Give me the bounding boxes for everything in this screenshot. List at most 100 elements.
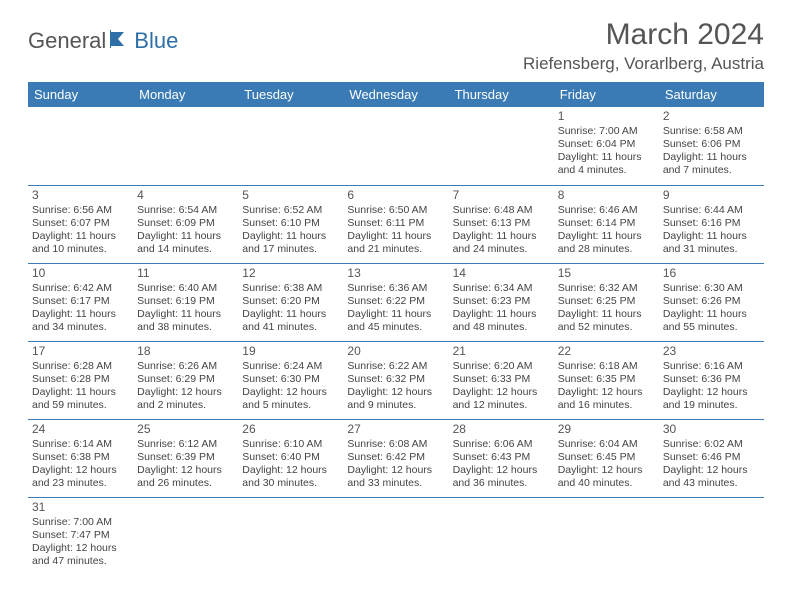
daylight-text: and 9 minutes. [347,399,444,412]
calendar-day-cell: 18Sunrise: 6:26 AMSunset: 6:29 PMDayligh… [133,341,238,419]
calendar-day-cell: 5Sunrise: 6:52 AMSunset: 6:10 PMDaylight… [238,185,343,263]
daylight-text: Daylight: 12 hours [242,386,339,399]
sunrise-text: Sunrise: 6:02 AM [663,438,760,451]
sunset-text: Sunset: 6:45 PM [558,451,655,464]
day-header: Wednesday [343,82,448,107]
daylight-text: and 21 minutes. [347,243,444,256]
sunset-text: Sunset: 6:06 PM [663,138,760,151]
calendar-day-cell [238,497,343,575]
calendar-day-cell: 16Sunrise: 6:30 AMSunset: 6:26 PMDayligh… [659,263,764,341]
daylight-text: Daylight: 12 hours [558,464,655,477]
month-title: March 2024 [523,18,764,52]
day-number: 8 [558,188,655,203]
day-header: Monday [133,82,238,107]
daylight-text: and 5 minutes. [242,399,339,412]
day-number: 9 [663,188,760,203]
daylight-text: and 10 minutes. [32,243,129,256]
daylight-text: and 33 minutes. [347,477,444,490]
sunset-text: Sunset: 6:32 PM [347,373,444,386]
sunset-text: Sunset: 6:04 PM [558,138,655,151]
daylight-text: Daylight: 11 hours [347,230,444,243]
sunrise-text: Sunrise: 6:30 AM [663,282,760,295]
sunset-text: Sunset: 6:20 PM [242,295,339,308]
daylight-text: and 47 minutes. [32,555,129,568]
sunrise-text: Sunrise: 7:00 AM [32,516,129,529]
day-number: 27 [347,422,444,437]
sunrise-text: Sunrise: 6:54 AM [137,204,234,217]
day-number: 29 [558,422,655,437]
calendar-day-cell: 14Sunrise: 6:34 AMSunset: 6:23 PMDayligh… [449,263,554,341]
sunset-text: Sunset: 6:30 PM [242,373,339,386]
calendar-day-cell [133,497,238,575]
day-number: 16 [663,266,760,281]
daylight-text: and 7 minutes. [663,164,760,177]
sunrise-text: Sunrise: 6:46 AM [558,204,655,217]
calendar-day-cell [238,107,343,185]
sunset-text: Sunset: 6:36 PM [663,373,760,386]
daylight-text: Daylight: 11 hours [663,151,760,164]
daylight-text: and 52 minutes. [558,321,655,334]
day-number: 28 [453,422,550,437]
page-header: General Blue March 2024 Riefensberg, Vor… [28,18,764,74]
calendar-day-cell [659,497,764,575]
daylight-text: and 24 minutes. [453,243,550,256]
sunset-text: Sunset: 6:46 PM [663,451,760,464]
sunrise-text: Sunrise: 6:18 AM [558,360,655,373]
daylight-text: and 28 minutes. [558,243,655,256]
sunrise-text: Sunrise: 6:42 AM [32,282,129,295]
location-subtitle: Riefensberg, Vorarlberg, Austria [523,54,764,74]
sunset-text: Sunset: 6:33 PM [453,373,550,386]
daylight-text: Daylight: 11 hours [663,230,760,243]
daylight-text: and 40 minutes. [558,477,655,490]
daylight-text: and 34 minutes. [32,321,129,334]
daylight-text: and 4 minutes. [558,164,655,177]
sunset-text: Sunset: 7:47 PM [32,529,129,542]
day-number: 26 [242,422,339,437]
daylight-text: Daylight: 12 hours [558,386,655,399]
sunrise-text: Sunrise: 6:22 AM [347,360,444,373]
calendar-day-cell [343,107,448,185]
sunset-text: Sunset: 6:16 PM [663,217,760,230]
day-number: 10 [32,266,129,281]
sunset-text: Sunset: 6:40 PM [242,451,339,464]
sunrise-text: Sunrise: 6:58 AM [663,125,760,138]
sunrise-text: Sunrise: 6:20 AM [453,360,550,373]
calendar-day-cell: 15Sunrise: 6:32 AMSunset: 6:25 PMDayligh… [554,263,659,341]
daylight-text: and 17 minutes. [242,243,339,256]
sunrise-text: Sunrise: 6:24 AM [242,360,339,373]
daylight-text: Daylight: 11 hours [663,308,760,321]
sunset-text: Sunset: 6:14 PM [558,217,655,230]
calendar-day-cell: 24Sunrise: 6:14 AMSunset: 6:38 PMDayligh… [28,419,133,497]
daylight-text: Daylight: 11 hours [242,230,339,243]
day-number: 11 [137,266,234,281]
sunrise-text: Sunrise: 6:26 AM [137,360,234,373]
daylight-text: and 43 minutes. [663,477,760,490]
day-number: 4 [137,188,234,203]
daylight-text: Daylight: 11 hours [242,308,339,321]
sunrise-text: Sunrise: 6:10 AM [242,438,339,451]
calendar-header-row: Sunday Monday Tuesday Wednesday Thursday… [28,82,764,107]
sunset-text: Sunset: 6:26 PM [663,295,760,308]
daylight-text: and 19 minutes. [663,399,760,412]
daylight-text: Daylight: 12 hours [347,386,444,399]
day-number: 3 [32,188,129,203]
sunset-text: Sunset: 6:42 PM [347,451,444,464]
logo: General Blue [28,28,178,54]
calendar-day-cell: 13Sunrise: 6:36 AMSunset: 6:22 PMDayligh… [343,263,448,341]
sunset-text: Sunset: 6:07 PM [32,217,129,230]
day-number: 13 [347,266,444,281]
calendar-day-cell [28,107,133,185]
daylight-text: and 55 minutes. [663,321,760,334]
sunrise-text: Sunrise: 6:34 AM [453,282,550,295]
sunset-text: Sunset: 6:09 PM [137,217,234,230]
calendar-day-cell: 27Sunrise: 6:08 AMSunset: 6:42 PMDayligh… [343,419,448,497]
logo-text-blue: Blue [134,28,178,54]
calendar-day-cell: 20Sunrise: 6:22 AMSunset: 6:32 PMDayligh… [343,341,448,419]
day-number: 7 [453,188,550,203]
day-number: 22 [558,344,655,359]
sunrise-text: Sunrise: 6:08 AM [347,438,444,451]
sunrise-text: Sunrise: 6:56 AM [32,204,129,217]
calendar-day-cell [343,497,448,575]
daylight-text: and 41 minutes. [242,321,339,334]
logo-flag-icon [110,30,132,53]
